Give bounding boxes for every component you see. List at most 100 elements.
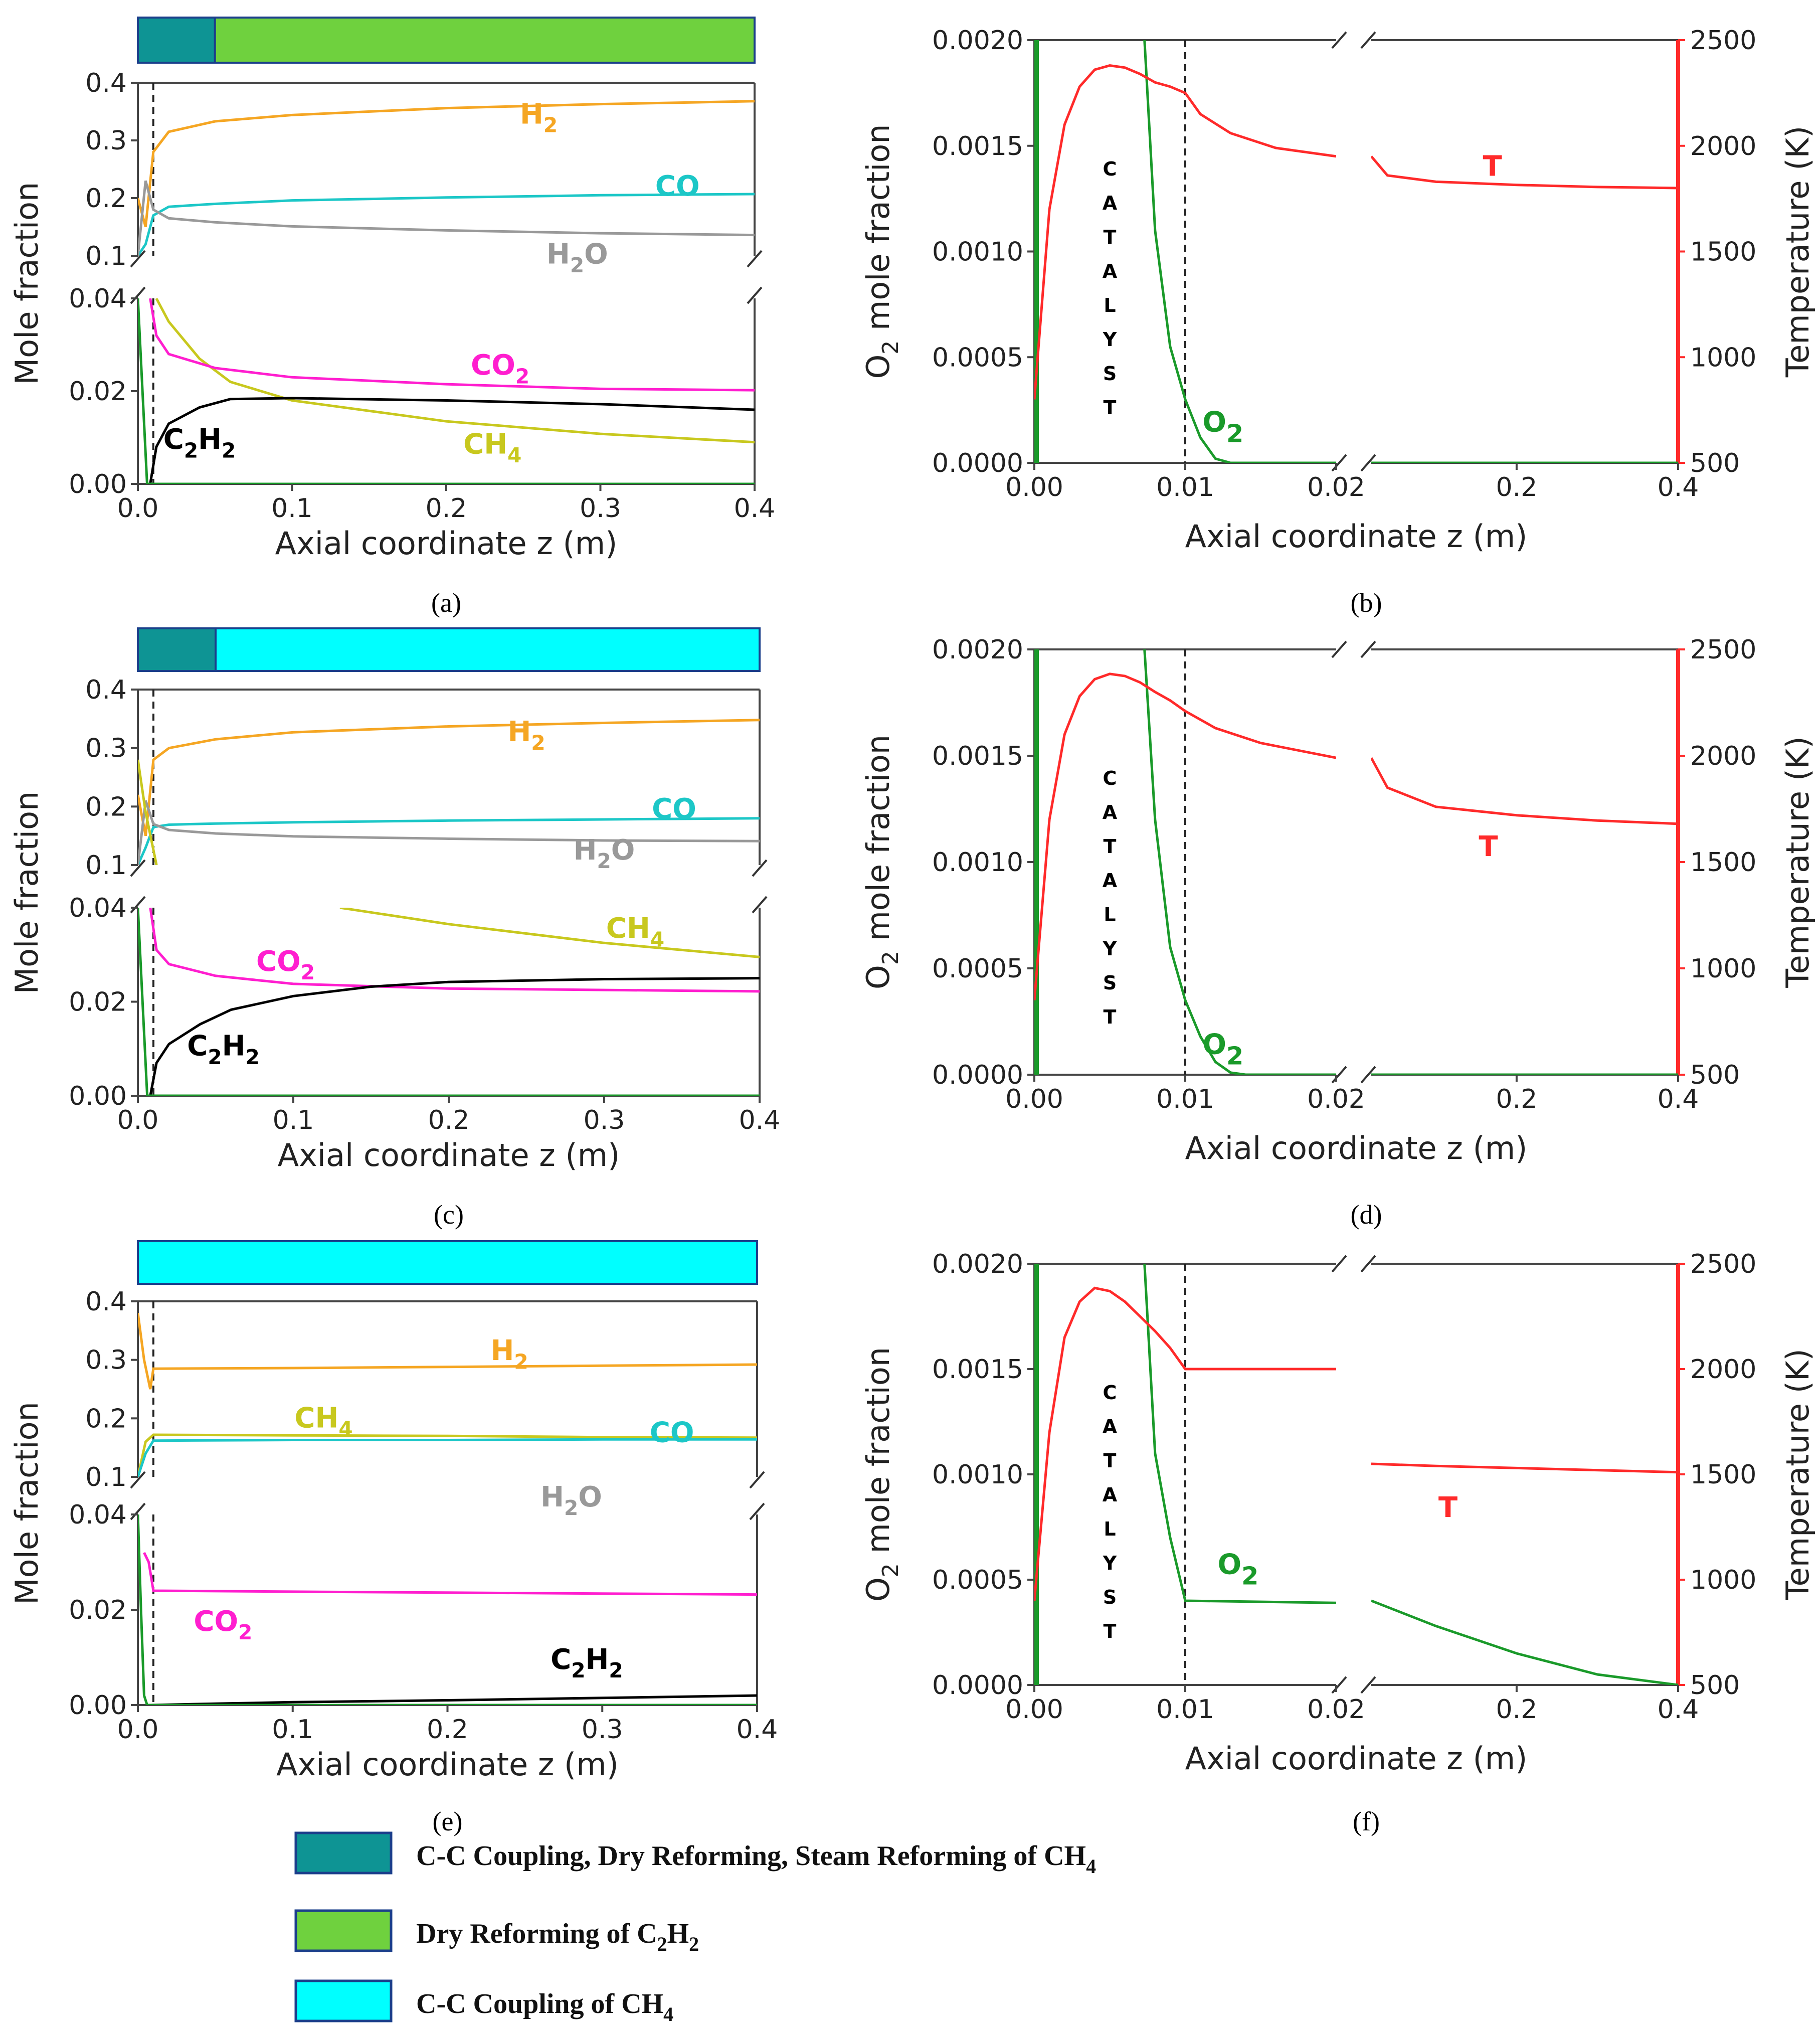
lower-series-group — [138, 1514, 757, 1705]
series-line-ch4 — [138, 1433, 757, 1477]
series-line-t — [1371, 1462, 1678, 1474]
axis-break-mark — [1331, 31, 1347, 49]
x-tick-label: 0.1 — [273, 1105, 314, 1135]
y-tick-label-left: 0.0000 — [932, 448, 1023, 478]
text-part: C — [163, 423, 184, 456]
y-tick-label-right: 1500 — [1690, 1460, 1756, 1490]
axis-break-mark — [130, 286, 146, 304]
text-part: T — [1438, 1491, 1458, 1524]
y-tick-label-right: 2500 — [1690, 26, 1756, 56]
axis-break-mark — [1360, 1255, 1376, 1273]
text-part: CO — [655, 170, 700, 203]
y-axis-label-right: Temperature (K) — [1779, 736, 1816, 988]
x-axis-label: Axial coordinate z (m) — [276, 1746, 619, 1783]
y-tick-label: 0.2 — [85, 1404, 127, 1434]
text-part: T — [1479, 830, 1498, 863]
y-tick-label: 0.04 — [69, 284, 127, 314]
y-tick-label-right: 2500 — [1690, 1249, 1756, 1279]
series-label-ch4: CH4 — [294, 1402, 352, 1441]
text-part: mole fraction — [860, 124, 896, 340]
y-tick-label: 0.4 — [85, 1287, 127, 1317]
y-tick-label-left: 0.0000 — [932, 1060, 1023, 1090]
axis-break-mark — [1331, 1066, 1347, 1084]
catalyst-letter: S — [1103, 363, 1117, 385]
y-tick-label: 0.02 — [69, 377, 127, 407]
subscript: 2 — [543, 113, 558, 137]
x-tick-label: 0.00 — [1005, 1084, 1063, 1114]
catalyst-letter: A — [1103, 192, 1118, 214]
series-line-o2 — [138, 1514, 757, 1705]
subscript: 4 — [338, 1417, 352, 1441]
subscript: 2 — [238, 1620, 252, 1644]
text-part: H — [490, 1334, 514, 1367]
y-tick-label: 0.00 — [69, 469, 127, 499]
y-tick-label-left: 0.0020 — [932, 1249, 1023, 1279]
text-part: H — [585, 1643, 609, 1676]
y-tick-label: 0.3 — [85, 1345, 127, 1376]
axis-break-mark — [1360, 31, 1376, 49]
y-tick-label-right: 1500 — [1690, 237, 1756, 267]
x-tick-label: 0.01 — [1156, 1084, 1214, 1114]
text-part: C-C Coupling of CH — [416, 1988, 663, 2019]
text-part: O — [860, 355, 896, 379]
zone-legend: C-C Coupling, Dry Reforming, Steam Refor… — [294, 1831, 1096, 2025]
text-part: H — [540, 1481, 564, 1513]
text-part: O — [1202, 1028, 1226, 1061]
series-line-o2 — [1034, 1264, 1039, 1685]
y-tick-label-left: 0.0020 — [932, 635, 1023, 665]
series-line-o2 — [1371, 1599, 1678, 1685]
subscript: 4 — [507, 443, 521, 467]
catalyst-letter: S — [1103, 1586, 1117, 1608]
axis-break-mark — [1360, 1676, 1376, 1694]
y-axis-label-left: O2 mole fraction — [860, 735, 903, 989]
series-label-co: CO — [655, 170, 700, 203]
panel-label: (b) — [1351, 588, 1382, 618]
series-label-co: CO — [652, 793, 696, 825]
series-label-h2o: H2O — [574, 834, 635, 873]
axis-break-mark — [1331, 1676, 1347, 1694]
series-label-t: T — [1483, 150, 1502, 183]
catalyst-letter: A — [1103, 260, 1118, 282]
text-part: O — [578, 1481, 602, 1513]
text-part: H — [547, 238, 570, 271]
series-label-o2: O2 — [1202, 406, 1243, 448]
series-line-co — [138, 817, 760, 865]
panel-c-mole-fraction-chart: 0.1 0.2 0.3 0.4 0.00 0.02 0.04 0.0 0.1 0.2 0.3 0.4 A… — [9, 627, 780, 1230]
text-part: O — [611, 834, 635, 867]
x-tick-label: 0.01 — [1156, 1695, 1214, 1725]
catalyst-letter: C — [1103, 1382, 1117, 1404]
series-label-co: CO — [650, 1417, 694, 1449]
text-part: Dry Reforming of C — [416, 1918, 657, 1949]
series-line-o2 — [1034, 649, 1039, 1075]
lower-series-group — [138, 298, 755, 484]
y-tick-label-right: 500 — [1690, 448, 1740, 478]
y-tick-label-right: 2000 — [1690, 131, 1756, 161]
catalyst-letter: Y — [1103, 328, 1117, 351]
legend-label: C-C Coupling of CH4 — [416, 1988, 673, 2025]
x-tick-label: 0.1 — [271, 493, 313, 524]
series-line-t — [1371, 757, 1678, 825]
x-tick-label: 0.0 — [117, 1105, 159, 1135]
subscript: 2 — [609, 1658, 623, 1682]
text-part: H — [222, 1030, 246, 1063]
subscript: 2 — [878, 1563, 903, 1577]
series-line-o2 — [1143, 1264, 1336, 1604]
x-tick-label: 0.00 — [1005, 1695, 1063, 1725]
series-line-o2 — [138, 298, 755, 484]
subscript: 2 — [878, 951, 903, 965]
axis-break-mark — [130, 1471, 146, 1489]
x-tick-label: 0.4 — [1658, 472, 1699, 502]
series-line-ch4 — [339, 908, 760, 958]
legend-label: Dry Reforming of C2H2 — [416, 1918, 699, 1955]
catalyst-letter: T — [1104, 1620, 1117, 1642]
subscript: 2 — [571, 1658, 585, 1682]
catalyst-letter: T — [1104, 397, 1117, 419]
y-tick-label: 0.1 — [85, 241, 127, 271]
y-tick-label-right: 2000 — [1690, 741, 1756, 771]
catalyst-letter: A — [1103, 1416, 1118, 1438]
x-tick-label: 0.2 — [426, 493, 467, 524]
series-line-co — [138, 193, 755, 256]
series-label-t: T — [1479, 830, 1498, 863]
panel-label: (f) — [1353, 1806, 1380, 1836]
axis-break-mark — [1331, 1255, 1347, 1273]
